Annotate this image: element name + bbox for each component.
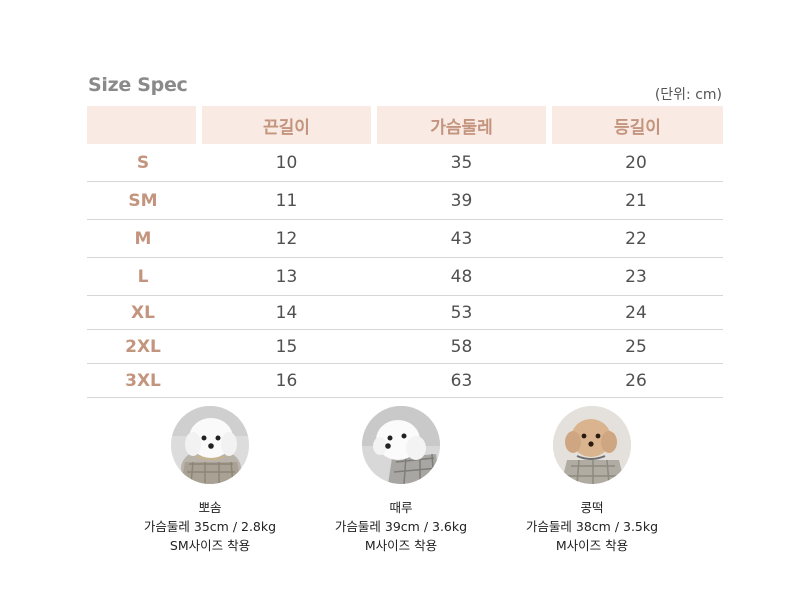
- size-cell: SM: [87, 182, 199, 220]
- model-measure: 가슴둘레 39cm / 3.6kg: [334, 519, 468, 534]
- chest-cell: 39: [374, 182, 549, 220]
- size-cell: S: [87, 144, 199, 182]
- model-fit: SM사이즈 착용: [169, 538, 251, 553]
- model-measure: 가슴둘레 38cm / 3.5kg: [525, 519, 659, 534]
- table-row: 2XL 15 58 25: [87, 330, 723, 364]
- table-row: SM 11 39 21: [87, 182, 723, 220]
- table-row: 3XL 16 63 26: [87, 364, 723, 398]
- strap-cell: 11: [199, 182, 374, 220]
- dog-photo: [553, 406, 631, 484]
- page-title: Size Spec: [88, 74, 188, 96]
- model-name: 콩떡: [580, 500, 604, 515]
- back-cell: 22: [549, 220, 723, 258]
- back-cell: 21: [549, 182, 723, 220]
- size-cell: 2XL: [87, 330, 199, 364]
- strap-cell: 16: [199, 364, 374, 398]
- size-cell: L: [87, 258, 199, 296]
- size-cell: 3XL: [87, 364, 199, 398]
- chest-cell: 35: [374, 144, 549, 182]
- back-cell: 25: [549, 330, 723, 364]
- strap-cell: 14: [199, 296, 374, 330]
- dog-photo: [362, 406, 440, 484]
- table-row: M 12 43 22: [87, 220, 723, 258]
- model-card: 때루 가슴둘레 39cm / 3.6kg M사이즈 착용: [316, 406, 486, 555]
- model-measure: 가슴둘레 35cm / 2.8kg: [143, 519, 277, 534]
- chest-cell: 63: [374, 364, 549, 398]
- table-header-row: 끈길이 가슴둘레 등길이: [87, 106, 723, 144]
- strap-cell: 12: [199, 220, 374, 258]
- model-card: 콩떡 가슴둘레 38cm / 3.5kg M사이즈 착용: [507, 406, 677, 555]
- chest-cell: 58: [374, 330, 549, 364]
- chest-cell: 43: [374, 220, 549, 258]
- dog-photo: [171, 406, 249, 484]
- model-name: 뽀솜: [198, 500, 222, 515]
- chest-cell: 48: [374, 258, 549, 296]
- header-strap-length: 끈길이: [199, 106, 374, 144]
- header-chest: 가슴둘레: [374, 106, 549, 144]
- model-fit: M사이즈 착용: [364, 538, 438, 553]
- back-cell: 20: [549, 144, 723, 182]
- size-cell: M: [87, 220, 199, 258]
- strap-cell: 10: [199, 144, 374, 182]
- size-spec-table: 끈길이 가슴둘레 등길이 S 10 35 20 SM 11 39 21 M 12…: [87, 106, 723, 398]
- size-cell: XL: [87, 296, 199, 330]
- table-row: L 13 48 23: [87, 258, 723, 296]
- back-cell: 23: [549, 258, 723, 296]
- chest-cell: 53: [374, 296, 549, 330]
- model-fit: M사이즈 착용: [555, 538, 629, 553]
- strap-cell: 15: [199, 330, 374, 364]
- header-size: [87, 106, 199, 144]
- table-row: S 10 35 20: [87, 144, 723, 182]
- back-cell: 24: [549, 296, 723, 330]
- back-cell: 26: [549, 364, 723, 398]
- model-name: 때루: [389, 500, 413, 515]
- model-card: 뽀솜 가슴둘레 35cm / 2.8kg SM사이즈 착용: [125, 406, 295, 555]
- header-back-length: 등길이: [549, 106, 723, 144]
- unit-label: (단위: cm): [654, 87, 722, 103]
- model-dogs-section: 뽀솜 가슴둘레 35cm / 2.8kg SM사이즈 착용 때루 가슴둘레 39…: [0, 406, 800, 606]
- strap-cell: 13: [199, 258, 374, 296]
- table-row: XL 14 53 24: [87, 296, 723, 330]
